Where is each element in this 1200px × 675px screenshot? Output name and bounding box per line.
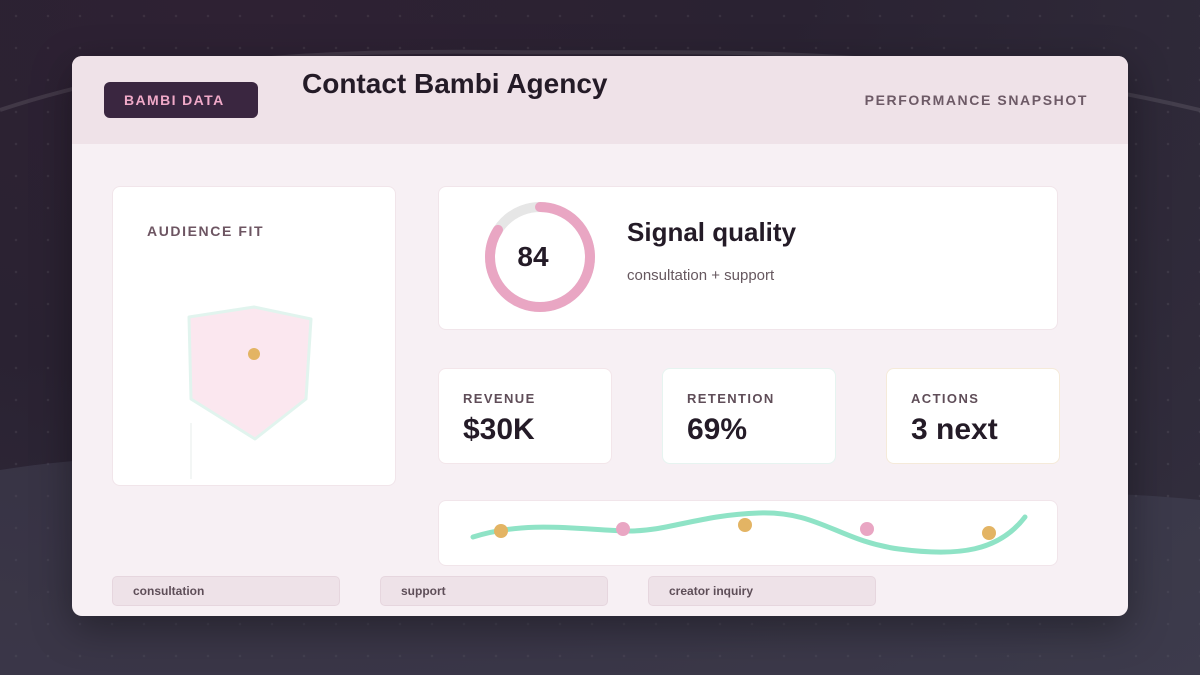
snapshot-label: PERFORMANCE SNAPSHOT	[864, 92, 1088, 108]
metric-value: 69%	[687, 413, 748, 446]
signal-quality-panel: 84 Signal quality consultation + support	[438, 186, 1058, 330]
metric-card-retention: RETENTION 69%	[662, 368, 836, 464]
trend-line	[470, 510, 1028, 555]
trend-marker	[494, 524, 508, 538]
trend-marker	[860, 522, 874, 536]
trend-marker	[616, 522, 630, 536]
tag-consultation[interactable]: consultation	[112, 576, 340, 606]
audience-fit-marker	[248, 348, 260, 360]
page-title: Contact Bambi Agency	[302, 68, 608, 99]
metric-value: $30K	[463, 413, 535, 446]
metric-card-actions: ACTIONS 3 next	[886, 368, 1060, 464]
trend-sparkline	[470, 510, 1028, 555]
tag-creator-inquiry[interactable]: creator inquiry	[648, 576, 876, 606]
trend-marker	[982, 526, 996, 540]
header-bar: BAMBI DATA Contact Bambi Agency PERFORMA…	[72, 56, 1128, 144]
trend-panel	[438, 500, 1058, 566]
signal-title: Signal quality	[627, 217, 797, 247]
signal-score: 84	[517, 241, 549, 272]
metric-label: RETENTION	[687, 391, 775, 406]
audience-fit-label: AUDIENCE FIT	[147, 223, 265, 239]
trend-marker	[738, 518, 752, 532]
dashboard-card: BAMBI DATA Contact Bambi Agency PERFORMA…	[72, 56, 1128, 616]
metric-label: ACTIONS	[911, 391, 980, 406]
metric-card-revenue: REVENUE $30K	[438, 368, 612, 464]
tag-support[interactable]: support	[380, 576, 608, 606]
metric-value: 3 next	[911, 413, 998, 446]
metric-label: REVENUE	[463, 391, 536, 406]
audience-radar-shape	[187, 305, 313, 441]
signal-subtitle: consultation + support	[627, 267, 775, 284]
audience-fit-panel: AUDIENCE FIT	[112, 186, 396, 486]
brand-badge[interactable]: BAMBI DATA	[104, 82, 258, 118]
signal-gauge	[485, 202, 595, 312]
gauge-arc	[485, 202, 595, 312]
audience-radar-chart	[187, 305, 313, 479]
